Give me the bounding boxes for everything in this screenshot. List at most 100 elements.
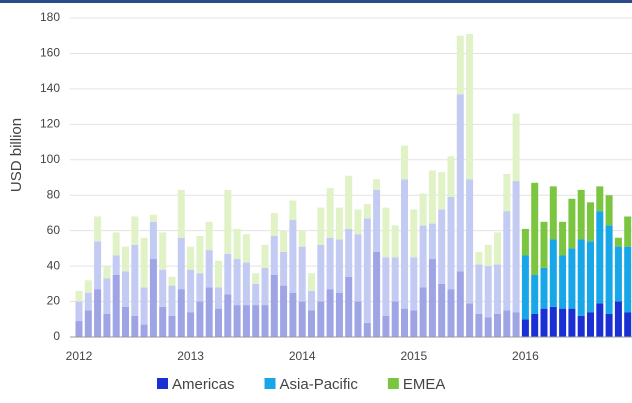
bar-segment: [391, 301, 399, 337]
y-tick-label: 20: [47, 294, 61, 308]
bar-segment: [177, 237, 185, 290]
bar-segment: [596, 186, 604, 212]
bar-segment: [317, 244, 325, 302]
bar-segment: [624, 312, 632, 337]
bar-segment: [103, 266, 111, 279]
bar-segment: [466, 33, 474, 180]
bar-segment: [122, 246, 129, 272]
y-tick-label: 100: [40, 152, 60, 166]
bar-segment: [75, 290, 83, 302]
bar-segment: [559, 308, 567, 337]
bar-segment: [326, 289, 334, 337]
bar-segment: [559, 221, 567, 256]
bar-segment: [456, 94, 464, 272]
bar-segment: [261, 305, 269, 337]
bar-segment: [345, 228, 353, 277]
bar-segment: [391, 257, 399, 302]
bar-segment: [447, 156, 455, 197]
bar-segment: [270, 235, 278, 275]
bar-segment: [447, 289, 455, 337]
bar-segment: [521, 228, 529, 256]
bar-segment: [540, 221, 548, 268]
bar-segment: [438, 172, 446, 210]
bar-segment: [587, 312, 594, 337]
bar-segment: [122, 271, 129, 307]
bar-segment: [75, 321, 83, 337]
bar-segment: [428, 259, 436, 337]
bar-segment: [252, 305, 260, 337]
bar-segment: [298, 230, 306, 247]
bar-segment: [428, 223, 436, 260]
bar-segment: [475, 313, 483, 337]
bar-segment: [382, 315, 390, 337]
bar-segment: [196, 301, 204, 337]
bar-segment: [224, 189, 232, 254]
bar-segment: [521, 319, 529, 337]
bar-segment: [280, 251, 288, 286]
y-tick-label: 120: [40, 117, 60, 131]
bar-segment: [112, 255, 120, 275]
bar-segment: [577, 239, 585, 316]
bar-segment: [140, 287, 148, 325]
bar-segment: [419, 193, 427, 226]
bar-segment: [215, 260, 222, 288]
y-tick-label: 180: [40, 10, 60, 24]
bar-segment: [177, 189, 185, 238]
bar-segment: [224, 253, 232, 295]
bar-segment: [308, 290, 315, 311]
legend-label: Americas: [172, 376, 235, 393]
bar-segment: [289, 292, 297, 337]
bar-segment: [568, 308, 576, 337]
bar-segment: [363, 322, 371, 337]
y-tick-label: 60: [47, 223, 61, 237]
bar-segment: [605, 225, 613, 314]
bar-segment: [503, 310, 511, 337]
bar-segment: [466, 303, 474, 337]
bar-segment: [112, 274, 120, 337]
bar-segment: [242, 262, 250, 306]
bar-segment: [131, 315, 139, 337]
bar-segment: [614, 237, 622, 247]
bar-segment: [187, 269, 195, 313]
bar-segment: [373, 179, 381, 190]
bar-segment: [103, 278, 111, 314]
bar-segment: [410, 310, 418, 337]
bar-segment: [475, 251, 483, 265]
bar-segment: [270, 274, 278, 337]
bar-segment: [577, 315, 585, 337]
bar-segment: [289, 200, 297, 221]
bar-segment: [215, 308, 222, 337]
bar-segment: [401, 308, 408, 337]
bar-segment: [624, 246, 632, 313]
bar-segment: [261, 267, 269, 306]
bar-segment: [484, 244, 492, 267]
bar-segment: [205, 250, 213, 288]
bar-segment: [196, 273, 204, 302]
y-tick-label: 40: [47, 258, 61, 272]
bar-segment: [140, 237, 148, 288]
bar-segment: [605, 195, 613, 226]
bar-segment: [438, 209, 446, 284]
bar-segment: [187, 312, 195, 337]
bar-segment: [103, 313, 111, 337]
bar-segment: [531, 313, 539, 337]
bar-segment: [317, 301, 325, 337]
header-strip: [0, 0, 632, 3]
bar-segment: [252, 273, 260, 284]
bar-segment: [224, 294, 232, 337]
bar-segment: [577, 189, 585, 240]
bar-segment: [549, 186, 557, 240]
bar-segment: [84, 280, 92, 293]
bar-segment: [345, 175, 353, 229]
x-tick-label: 2016: [512, 349, 539, 363]
bar-segment: [149, 214, 157, 222]
bar-segment: [494, 264, 501, 314]
legend-label: Asia-Pacific: [280, 376, 359, 393]
bar-segment: [587, 202, 594, 242]
bar-segment: [84, 310, 92, 337]
bar-segment: [354, 301, 362, 337]
bar-segment: [447, 196, 455, 290]
bar-segment: [233, 259, 241, 306]
bar-segment: [419, 287, 427, 337]
bar-segment: [280, 230, 288, 252]
